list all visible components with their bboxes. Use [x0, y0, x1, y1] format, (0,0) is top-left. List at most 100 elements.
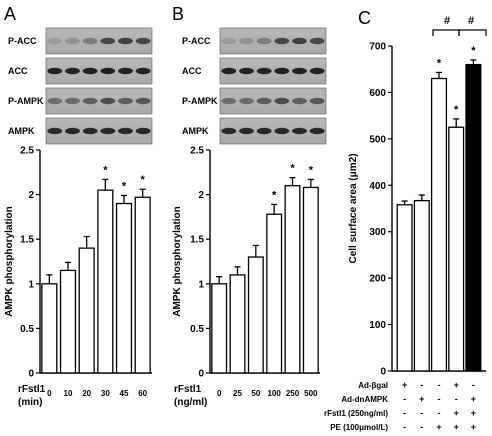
blot-band [239, 37, 254, 45]
bar [465, 63, 482, 372]
y-tick-label: 2.5 [20, 146, 34, 157]
x-tick-label: 500 [304, 389, 318, 398]
treatment-label-b-line1: rFstl1 [174, 384, 202, 395]
bar [413, 199, 430, 372]
blot-band [47, 67, 63, 75]
blot-label: AMPK [8, 126, 35, 136]
blot-label: P-ACC [8, 36, 37, 46]
bar-chart-panel-b: 0 0.5 1 1.5 2 2.5 AMPK phosphorylation 0 25 50 * 10… [172, 146, 320, 398]
y-tick-label: 1.5 [20, 235, 34, 246]
blot-band [65, 97, 80, 105]
bar-chart-panel-c: 0 100 200 300 400 500 600 700 Cell surface area … [348, 42, 486, 378]
blot-band [47, 97, 63, 105]
condition-sign: - [420, 380, 423, 390]
blot-strip [45, 87, 153, 115]
condition-sign: - [438, 408, 441, 418]
significance-star: * [290, 163, 295, 175]
condition-sign: - [420, 408, 423, 418]
blot-label: ACC [8, 66, 28, 76]
treatment-label-a-line2: (min) [18, 397, 42, 408]
blot-band [47, 127, 63, 135]
blot-band [65, 67, 80, 75]
y-axis-title: AMPK phosphorylation [4, 206, 15, 317]
x-tick-label: 25 [233, 389, 242, 398]
blot-band [309, 97, 325, 105]
treatment-label-b-line2: (ng/ml) [174, 397, 207, 408]
significance-star: * [454, 104, 459, 116]
y-tick-label: 1 [28, 279, 34, 290]
blot-strip [219, 57, 327, 85]
blot-band [239, 127, 254, 135]
blot-strip [45, 27, 153, 55]
condition-sign: - [403, 422, 406, 432]
blot-band [274, 127, 290, 135]
blot-band [221, 67, 237, 75]
y-tick-label: 600 [369, 88, 386, 99]
condition-sign: + [454, 380, 459, 390]
blot-label: P-AMPK [8, 96, 44, 106]
blot-strip [219, 87, 327, 115]
blot-band [118, 127, 133, 135]
hash-mark-left: # [444, 15, 450, 27]
y-tick-label: 2 [28, 190, 34, 201]
y-tick-label: 0.5 [20, 324, 34, 335]
significance-star: * [141, 174, 146, 186]
blot-band [82, 127, 98, 135]
blot-band [274, 67, 290, 75]
significance-star: * [437, 57, 442, 69]
blot-band [239, 97, 254, 105]
blot-band [118, 97, 133, 105]
condition-table: Ad-βgal + - - + - Ad-dnAMPK - + - - + rFstl1 (250ng/… [324, 380, 476, 432]
bracket-left [432, 29, 460, 36]
y-tick-label: 400 [369, 181, 386, 192]
blot-label: P-AMPK [182, 96, 218, 106]
bar [78, 247, 95, 374]
y-tick-label: 0 [380, 367, 386, 378]
condition-sign: + [402, 380, 407, 390]
y-tick-label: 2.5 [190, 146, 204, 157]
bar [97, 189, 114, 374]
blot-band [135, 97, 151, 105]
condition-sign: + [436, 422, 441, 432]
blot-band [221, 127, 237, 135]
bar [229, 274, 246, 374]
treatment-label-a-line1: rFstl1 [18, 384, 46, 395]
blot-label: P-ACC [182, 36, 211, 46]
y-tick-label: 1.5 [190, 235, 204, 246]
bar [430, 77, 448, 372]
x-tick-label: 10 [64, 389, 73, 398]
significance-brackets [432, 29, 487, 36]
condition-sign: + [471, 408, 476, 418]
condition-label: rFstl1 (250ng/ml) [324, 409, 388, 418]
condition-sign: - [472, 380, 475, 390]
bar-chart-panel-a: 0 0.5 1 1.5 2 2.5 AMPK phosphorylation 0 10 20 * 30… [4, 146, 152, 398]
significance-star: * [103, 164, 108, 176]
blot-band [82, 97, 98, 105]
bar [247, 256, 264, 374]
x-tick-label: 60 [138, 389, 147, 398]
blot-band [274, 97, 290, 105]
y-axis-title: AMPK phosphorylation [172, 206, 183, 317]
blot-label: ACC [182, 66, 202, 76]
x-tick-label: 50 [251, 389, 260, 398]
blot-band [309, 127, 325, 135]
y-tick-label: 0.5 [190, 324, 204, 335]
condition-sign: - [455, 394, 458, 404]
y-tick-label: 0 [28, 369, 34, 380]
blot-band [135, 67, 151, 75]
significance-star: * [471, 45, 476, 57]
x-tick-label: 20 [82, 389, 91, 398]
condition-sign: - [420, 422, 423, 432]
bar [211, 283, 228, 374]
x-tick-label: 0 [217, 389, 222, 398]
blot-band [47, 37, 63, 45]
blot-band [292, 97, 307, 105]
bar [266, 213, 283, 374]
blot-band [135, 37, 151, 45]
significance-star: * [309, 164, 314, 176]
x-tick-label: 45 [120, 389, 129, 398]
condition-sign: - [438, 394, 441, 404]
blot-band [65, 37, 80, 45]
blot-band [100, 37, 116, 45]
